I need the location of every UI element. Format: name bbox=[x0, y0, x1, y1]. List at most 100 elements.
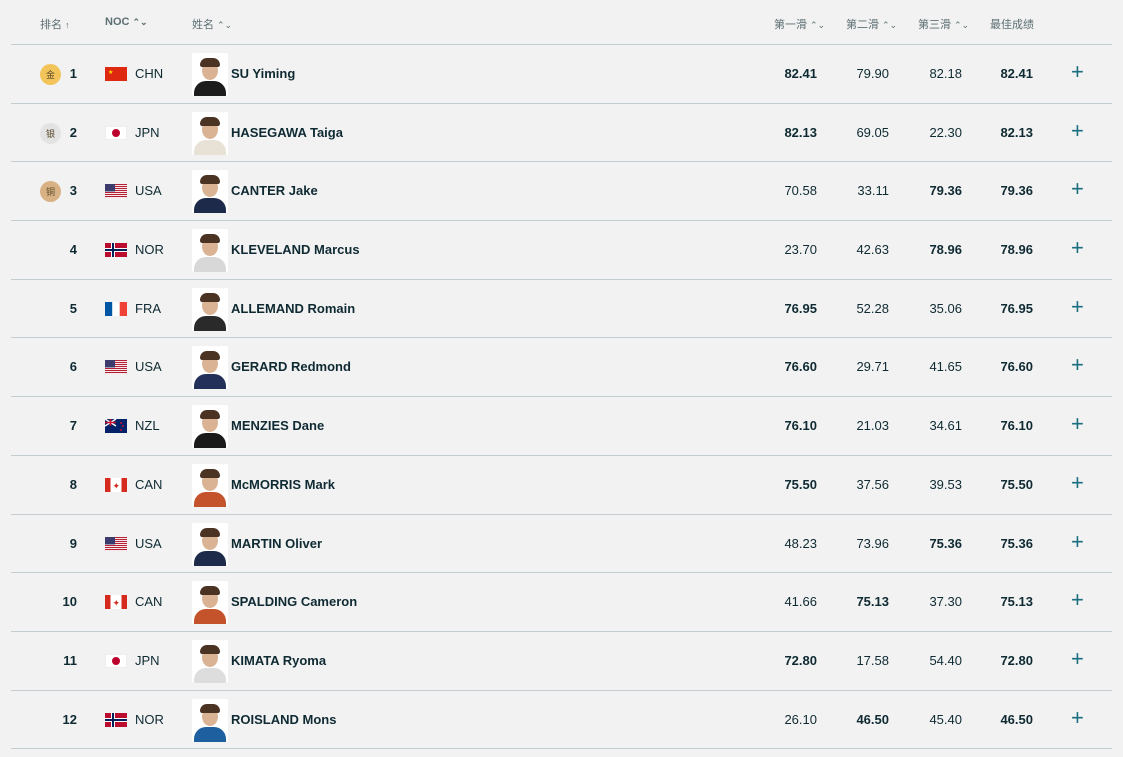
athlete-photo bbox=[192, 170, 228, 214]
run3-score: 34.61 bbox=[929, 418, 962, 434]
table-row[interactable]: 6 USA GERARD Redmond 76.60 29.71 41.65 7… bbox=[11, 338, 1112, 398]
athlete-photo bbox=[192, 581, 228, 625]
run2-score: 73.96 bbox=[856, 535, 889, 551]
plus-icon[interactable]: + bbox=[1071, 176, 1084, 202]
run1-score: 76.95 bbox=[784, 300, 817, 316]
noc-code: NOR bbox=[135, 242, 164, 258]
table-row[interactable]: 12 NOR ROISLAND Mons 26.10 46.50 45.40 4… bbox=[11, 691, 1112, 750]
run2-score: 69.05 bbox=[856, 124, 889, 140]
run1-score: 72.80 bbox=[784, 652, 817, 668]
plus-icon[interactable]: + bbox=[1071, 59, 1084, 84]
best-score: 75.50 bbox=[1000, 476, 1033, 492]
run2-score: 52.28 bbox=[856, 300, 889, 316]
best-score: 75.13 bbox=[1000, 594, 1033, 610]
run1-score: 76.60 bbox=[784, 359, 817, 375]
run3-score: 41.65 bbox=[929, 359, 962, 375]
run2-score: 37.56 bbox=[856, 476, 889, 492]
bronze-medal-icon: 铜 bbox=[40, 181, 61, 203]
run2-score: 21.03 bbox=[856, 418, 889, 434]
athlete-photo bbox=[192, 405, 228, 449]
athlete-name[interactable]: SU Yiming bbox=[231, 66, 296, 81]
table-row[interactable]: 11 JPN KIMATA Ryoma 72.80 17.58 54.40 72… bbox=[11, 632, 1112, 691]
best-score: 78.96 bbox=[1000, 242, 1033, 258]
plus-icon[interactable]: + bbox=[1071, 645, 1084, 671]
sort-name-header[interactable]: 姓名 ⌃⌄ bbox=[192, 19, 233, 31]
sort-run3-header[interactable]: 第三滑 ⌃⌄ bbox=[918, 19, 970, 31]
table-row[interactable]: 4 NOR KLEVELAND Marcus 23.70 42.63 78.96… bbox=[11, 221, 1112, 280]
run1-score: 82.41 bbox=[784, 66, 817, 81]
noc-code: FRA bbox=[135, 300, 161, 316]
table-row[interactable]: 银 2 JPN HASEGAWA Taiga 82.13 69.05 22.30… bbox=[11, 104, 1112, 163]
sort-noc-header[interactable]: NOC ⌃⌄ bbox=[105, 16, 148, 28]
athlete-name[interactable]: McMORRIS Mark bbox=[231, 476, 336, 492]
flag-jpn-icon bbox=[105, 125, 127, 140]
sort-rank-header[interactable]: 排名 ↑ bbox=[40, 19, 70, 31]
sort-icon: ⌃⌄ bbox=[217, 20, 233, 30]
athlete-name[interactable]: MARTIN Oliver bbox=[231, 535, 323, 551]
rank: 10 bbox=[62, 594, 77, 610]
sort-run1-header[interactable]: 第一滑 ⌃⌄ bbox=[774, 19, 826, 31]
rank: 8 bbox=[69, 476, 77, 492]
athlete-name[interactable]: KIMATA Ryoma bbox=[231, 652, 327, 668]
plus-icon[interactable]: + bbox=[1071, 235, 1084, 261]
athlete-name[interactable]: ROISLAND Mons bbox=[231, 711, 337, 727]
table-row[interactable]: 9 USA MARTIN Oliver 48.23 73.96 75.36 75… bbox=[11, 515, 1112, 574]
athlete-name[interactable]: CANTER Jake bbox=[231, 183, 318, 199]
plus-icon[interactable]: + bbox=[1071, 587, 1084, 613]
run2-score: 29.71 bbox=[856, 359, 889, 375]
run3-score: 79.36 bbox=[929, 183, 962, 199]
plus-icon[interactable]: + bbox=[1071, 352, 1084, 378]
athlete-name[interactable]: KLEVELAND Marcus bbox=[231, 242, 360, 258]
athlete-photo bbox=[192, 346, 228, 390]
run1-score: 82.13 bbox=[784, 124, 817, 140]
flag-usa-icon bbox=[105, 536, 127, 551]
rank: 1 bbox=[69, 66, 77, 81]
athlete-name[interactable]: ALLEMAND Romain bbox=[231, 300, 356, 316]
noc-code: USA bbox=[135, 359, 162, 375]
rank: 3 bbox=[69, 183, 77, 199]
plus-icon[interactable]: + bbox=[1071, 411, 1084, 437]
table-row[interactable]: 8 ✦ CAN McMORRIS Mark 75.50 37.56 39.53 … bbox=[11, 456, 1112, 515]
sort-icon: ⌃⌄ bbox=[882, 20, 898, 30]
run1-score: 70.58 bbox=[784, 183, 817, 199]
flag-chn-icon: ★ bbox=[105, 67, 127, 81]
athlete-name[interactable]: HASEGAWA Taiga bbox=[231, 124, 343, 140]
results-table: 排名 ↑ NOC ⌃⌄ 姓名 ⌃⌄ 第一滑 ⌃⌄ 第二滑 ⌃⌄ 第三滑 ⌃⌄ 最佳成绩 金 … bbox=[11, 0, 1112, 750]
sort-run2-header[interactable]: 第二滑 ⌃⌄ bbox=[846, 19, 898, 31]
plus-icon[interactable]: + bbox=[1071, 293, 1084, 319]
athlete-name[interactable]: GERARD Redmond bbox=[231, 359, 351, 375]
noc-code: CAN bbox=[135, 476, 163, 492]
table-row[interactable]: 10 ✦ CAN SPALDING Cameron 41.66 75.13 37… bbox=[11, 573, 1112, 632]
flag-nzl-icon bbox=[105, 419, 127, 434]
plus-icon[interactable]: + bbox=[1071, 117, 1084, 143]
athlete-name[interactable]: MENZIES Dane bbox=[231, 418, 325, 434]
rank: 2 bbox=[69, 124, 77, 140]
flag-nor-icon bbox=[105, 712, 127, 727]
run2-score: 17.58 bbox=[856, 652, 889, 668]
sort-icon: ⌃⌄ bbox=[132, 17, 148, 27]
table-row[interactable]: 5 FRA ALLEMAND Romain 76.95 52.28 35.06 … bbox=[11, 280, 1112, 339]
flag-nor-icon bbox=[105, 243, 127, 258]
table-row[interactable]: 铜 3 USA CANTER Jake 70.58 33.11 79.36 79… bbox=[11, 162, 1112, 222]
noc-code: NOR bbox=[135, 711, 164, 727]
gold-medal-icon: 金 bbox=[40, 64, 61, 85]
plus-icon[interactable]: + bbox=[1071, 469, 1084, 495]
best-score: 75.36 bbox=[1000, 535, 1033, 551]
table-row[interactable]: 7 NZL MENZIES Dane 76.10 21.03 34.61 76.… bbox=[11, 397, 1112, 456]
plus-icon[interactable]: + bbox=[1071, 528, 1084, 554]
run1-score: 48.23 bbox=[784, 535, 817, 551]
run2-score: 75.13 bbox=[856, 594, 889, 610]
rank: 4 bbox=[69, 242, 77, 258]
table-row[interactable]: 金 1 ★ CHN SU Yiming 82.41 79.90 82.18 82… bbox=[11, 45, 1112, 104]
athlete-photo bbox=[192, 522, 228, 566]
run3-score: 22.30 bbox=[929, 124, 962, 140]
arrow-up-icon: ↑ bbox=[65, 20, 70, 30]
best-score: 46.50 bbox=[1000, 711, 1033, 727]
run1-score: 75.50 bbox=[784, 476, 817, 492]
athlete-photo bbox=[192, 463, 228, 507]
plus-icon[interactable]: + bbox=[1071, 704, 1084, 730]
noc-code: NZL bbox=[135, 418, 160, 434]
athlete-name[interactable]: SPALDING Cameron bbox=[231, 594, 358, 610]
svg-text:✦: ✦ bbox=[113, 598, 121, 608]
best-score: 79.36 bbox=[1000, 183, 1033, 199]
